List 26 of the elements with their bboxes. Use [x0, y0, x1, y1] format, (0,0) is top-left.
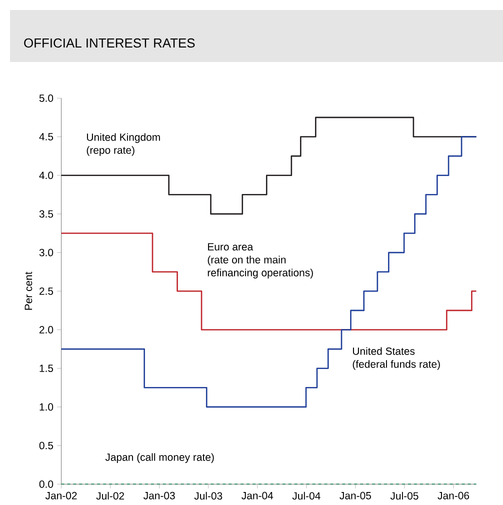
y-tick-label: 4.0 [39, 172, 54, 180]
y-tick-label: 1.5 [40, 364, 54, 372]
x-tick-label: Jul-04 [292, 492, 320, 500]
y-axis-title: Per cent [24, 272, 32, 310]
y-tick-label: 3.5 [39, 210, 54, 218]
y-tick-label: 0.5 [39, 442, 54, 450]
x-tick-label: Jan-04 [242, 492, 274, 500]
y-tick-label: 3.0 [39, 248, 54, 256]
series-label: United States (federal funds rate) [352, 347, 440, 370]
y-tick-label: 4.5 [39, 133, 54, 140]
y-tick-label: 0.0 [39, 480, 54, 488]
y-tick-label: 2.5 [40, 287, 54, 295]
y-tick-label: 2.0 [40, 326, 54, 334]
x-tick-label: Jul-05 [390, 492, 418, 500]
x-tick-label: Jul-02 [96, 492, 124, 500]
y-tick-label: 5.0 [39, 94, 54, 102]
series-label: United Kingdom (repo rate) [86, 133, 160, 156]
chart-title: OFFICIAL INTEREST RATES [24, 38, 195, 48]
text: Japan (call money rate) [105, 453, 214, 463]
x-tick-label: Jan-02 [45, 492, 77, 500]
x-tick-label: Jul-03 [194, 492, 222, 500]
x-tick-label: Jan-05 [340, 492, 371, 500]
x-tick-label: Jan-03 [144, 492, 175, 500]
x-tick-label: Jan-06 [438, 492, 470, 500]
y-tick-label: 1.0 [40, 403, 54, 411]
series-label: Euro area (rate on the main refinancing operations) [208, 243, 313, 278]
